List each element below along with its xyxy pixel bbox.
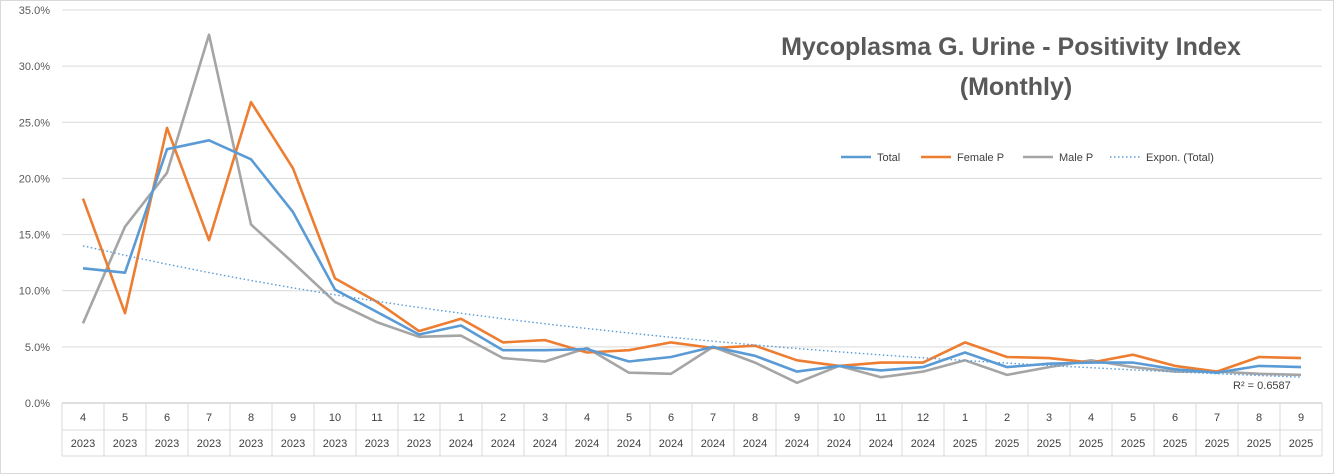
- x-tick-year: 2023: [281, 438, 305, 450]
- x-axis: 4202352023620237202382023920231020231120…: [61, 402, 1323, 457]
- x-tick-month: 8: [248, 412, 254, 424]
- series-line-total: [82, 139, 1302, 375]
- trendline-expon-total: [82, 245, 1302, 378]
- x-tick-year: 2023: [365, 438, 389, 450]
- x-tick-year: 2023: [155, 438, 179, 450]
- x-tick-year: 2025: [1121, 438, 1145, 450]
- x-tick-year: 2023: [71, 438, 95, 450]
- x-tick-year: 2023: [407, 438, 431, 450]
- r-squared-label: R² = 0.6587: [1233, 380, 1291, 392]
- legend-label: Total: [877, 152, 900, 164]
- x-tick-year: 2024: [575, 438, 599, 450]
- chart-title-line-1: Mycoplasma G. Urine - Positivity Index: [781, 33, 1241, 61]
- x-tick-month: 12: [413, 412, 425, 424]
- x-tick-month: 4: [1088, 412, 1094, 424]
- x-tick-year: 2025: [1247, 438, 1271, 450]
- x-tick-month: 5: [1130, 412, 1136, 424]
- x-tick-month: 4: [584, 412, 590, 424]
- x-tick-month: 2: [500, 412, 506, 424]
- x-tick-month: 8: [752, 412, 758, 424]
- x-tick-month: 9: [794, 412, 800, 424]
- chart-title-line-2: (Monthly): [960, 73, 1072, 101]
- x-tick-month: 7: [710, 412, 716, 424]
- x-tick-month: 2: [1004, 412, 1010, 424]
- x-tick-year: 2025: [1037, 438, 1061, 450]
- x-tick-year: 2024: [491, 438, 515, 450]
- gridlines: [62, 9, 1322, 348]
- x-tick-year: 2024: [911, 438, 935, 450]
- x-tick-year: 2023: [197, 438, 221, 450]
- x-tick-month: 6: [1172, 412, 1178, 424]
- x-tick-month: 1: [458, 412, 464, 424]
- x-tick-month: 3: [1046, 412, 1052, 424]
- legend-label: Female P: [957, 152, 1004, 164]
- x-tick-month: 7: [206, 412, 212, 424]
- x-tick-year: 2023: [113, 438, 137, 450]
- x-tick-month: 9: [1298, 412, 1304, 424]
- x-tick-month: 5: [626, 412, 632, 424]
- x-tick-year: 2025: [1079, 438, 1103, 450]
- x-tick-year: 2024: [659, 438, 683, 450]
- x-tick-year: 2024: [533, 438, 557, 450]
- x-tick-month: 6: [668, 412, 674, 424]
- legend: Total Female P Male P Expon. (Total): [841, 152, 1214, 164]
- x-tick-year: 2025: [1289, 438, 1313, 450]
- x-tick-year: 2024: [827, 438, 851, 450]
- x-tick-month: 9: [290, 412, 296, 424]
- x-tick-year: 2025: [1205, 438, 1229, 450]
- x-tick-year: 2024: [617, 438, 641, 450]
- y-tick-label: 35.0%: [19, 5, 50, 17]
- y-tick-label: 25.0%: [19, 117, 50, 129]
- series-lines: [81, 33, 1302, 385]
- y-tick-label: 10.0%: [19, 286, 50, 298]
- x-tick-year: 2023: [239, 438, 263, 450]
- x-tick-month: 10: [329, 412, 341, 424]
- y-tick-label: 0.0%: [25, 398, 50, 410]
- x-tick-month: 11: [875, 412, 886, 424]
- x-tick-year: 2025: [1163, 438, 1187, 450]
- y-tick-label: 5.0%: [25, 342, 50, 354]
- y-tick-label: 30.0%: [19, 61, 50, 73]
- x-tick-year: 2025: [953, 438, 977, 450]
- legend-label: Expon. (Total): [1146, 152, 1214, 164]
- series-line-female-p: [81, 100, 1302, 373]
- x-tick-month: 12: [917, 412, 929, 424]
- x-tick-year: 2024: [449, 438, 473, 450]
- legend-label: Male P: [1059, 152, 1093, 164]
- x-tick-year: 2024: [701, 438, 725, 450]
- x-tick-month: 7: [1214, 412, 1220, 424]
- x-tick-year: 2025: [995, 438, 1019, 450]
- x-tick-year: 2024: [869, 438, 893, 450]
- x-tick-month: 11: [371, 412, 382, 424]
- y-axis: 0.0% 5.0% 10.0% 15.0% 20.0% 25.0% 30.0% 35.0%: [19, 5, 50, 410]
- y-tick-label: 20.0%: [19, 173, 50, 185]
- x-tick-year: 2024: [743, 438, 767, 450]
- x-tick-month: 6: [164, 412, 170, 424]
- x-tick-month: 1: [962, 412, 968, 424]
- x-tick-year: 2023: [323, 438, 347, 450]
- x-tick-month: 3: [542, 412, 548, 424]
- x-tick-month: 5: [122, 412, 128, 424]
- x-tick-month: 10: [833, 412, 845, 424]
- x-tick-month: 8: [1256, 412, 1262, 424]
- y-tick-label: 15.0%: [19, 230, 50, 242]
- x-tick-year: 2024: [785, 438, 809, 450]
- x-tick-month: 4: [80, 412, 86, 424]
